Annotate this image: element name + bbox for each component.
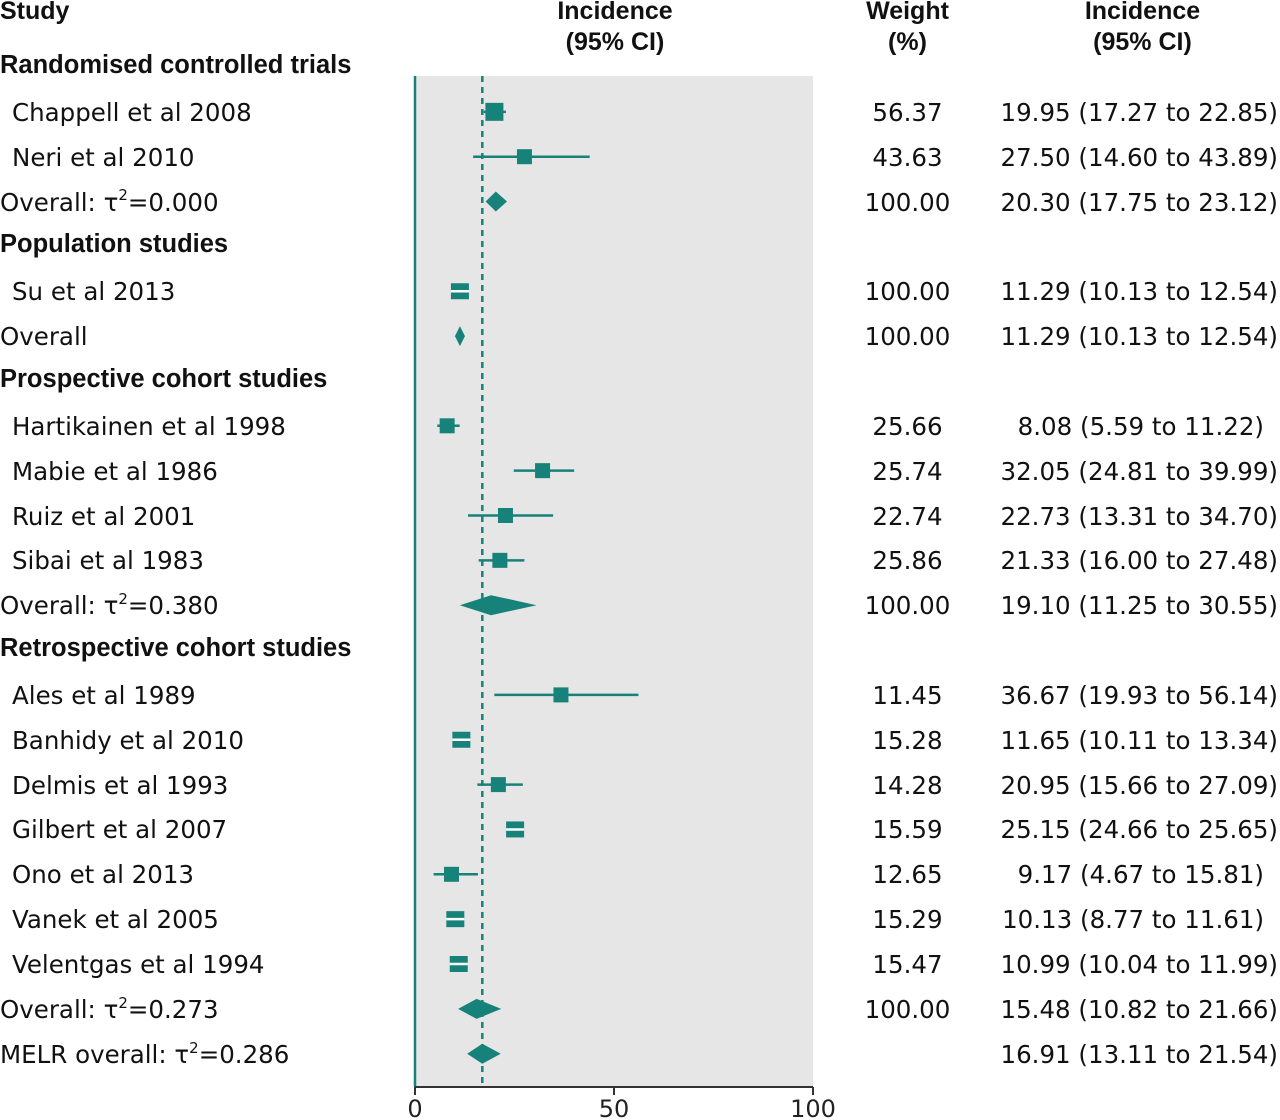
ci-value: 22.73 (13.31 to 34.70)	[1000, 501, 1279, 531]
weight-value: 15.59	[872, 815, 943, 845]
study-label: Ruiz et al 2001	[12, 501, 196, 531]
ci-value: 16.91 (13.11 to 21.54)	[1000, 1039, 1279, 1069]
weight-value: 25.66	[872, 411, 943, 441]
header-weight: Weight (%)	[866, 0, 949, 56]
x-tick-label: 0	[407, 1095, 422, 1120]
ci-value: 25.15 (24.66 to 25.65)	[1000, 815, 1279, 845]
weight-value: 100.00	[864, 277, 951, 307]
group-label: Prospective cohort studies	[0, 364, 328, 393]
study-label: Mabie et al 1986	[12, 456, 218, 486]
ci-value: 21.33 (16.00 to 27.48)	[1000, 546, 1279, 576]
weight-value: 25.74	[872, 456, 943, 486]
overall-label: Overall: τ2=0.273	[0, 993, 219, 1024]
header-incidence-plot: Incidence (95% CI)	[557, 0, 673, 56]
weight-value: 14.28	[872, 770, 943, 800]
weight-value: 15.28	[872, 725, 943, 755]
group-label: Randomised controlled trials	[0, 51, 352, 79]
estimate-box	[492, 552, 508, 568]
study-label: Velentgas et al 1994	[12, 950, 265, 979]
estimate-box	[490, 777, 506, 793]
overall-label: MELR overall: τ2=0.286	[0, 1038, 290, 1069]
overall-diamond	[454, 326, 465, 347]
ci-value: 19.95 (17.27 to 22.85)	[1000, 97, 1279, 127]
ci-value: 8.08 (5.59 to 11.22)	[1017, 411, 1264, 441]
ci-value: 11.65 (10.11 to 13.34)	[1000, 725, 1279, 755]
ci-value: 20.95 (15.66 to 27.09)	[1000, 770, 1279, 800]
overall-diamond	[459, 595, 537, 616]
study-label: Banhidy et al 2010	[12, 725, 244, 755]
estimate-box	[516, 149, 532, 165]
estimate-box	[553, 687, 569, 703]
study-label: Ales et al 1989	[12, 680, 196, 710]
overall-label: Overall: τ2=0.000	[0, 186, 219, 217]
x-tick-label: 50	[599, 1095, 630, 1120]
overall-diamond	[485, 191, 508, 212]
study-label: Chappell et al 2008	[12, 97, 252, 127]
study-label: Neri et al 2010	[12, 142, 195, 172]
ci-value: 36.67 (19.93 to 56.14)	[1000, 680, 1279, 710]
ci-value: 11.29 (10.13 to 12.54)	[1000, 277, 1279, 307]
weight-value: 100.00	[864, 322, 951, 352]
study-label: Su et al 2013	[12, 277, 176, 307]
ci-value: 9.17 (4.67 to 15.81)	[1017, 860, 1264, 890]
weight-value: 22.74	[872, 501, 943, 531]
header-study: Study	[0, 0, 70, 25]
overall-label: Overall	[0, 322, 88, 352]
ci-value: 11.29 (10.13 to 12.54)	[1000, 322, 1279, 352]
estimate-box	[439, 418, 455, 434]
weight-value: 25.86	[872, 546, 943, 576]
plot-panel	[415, 76, 813, 1087]
group-label: Retrospective cohort studies	[0, 634, 352, 663]
study-label: Delmis et al 1993	[12, 770, 229, 800]
group-label: Population studies	[0, 230, 229, 259]
weight-value: 15.29	[872, 905, 943, 935]
weight-value: 100.00	[864, 187, 951, 217]
overall-diamond	[458, 998, 502, 1019]
study-label: Vanek et al 2005	[12, 905, 219, 935]
ci-value: 10.99 (10.04 to 11.99)	[1000, 950, 1279, 979]
ci-value: 10.13 (8.77 to 11.61)	[1002, 905, 1264, 935]
study-label: Hartikainen et al 1998	[12, 411, 286, 441]
overall-diamond	[467, 1043, 501, 1064]
overall-label: Overall: τ2=0.380	[0, 590, 219, 621]
study-label: Sibai et al 1983	[12, 546, 204, 576]
ci-value: 27.50 (14.60 to 43.89)	[1000, 142, 1279, 172]
weight-value: 56.37	[872, 97, 943, 127]
estimate-box	[535, 463, 551, 479]
ci-value: 32.05 (24.81 to 39.99)	[1000, 456, 1279, 486]
study-label: Gilbert et al 2007	[12, 815, 228, 845]
x-tick-label: 100	[790, 1095, 836, 1120]
estimate-box	[497, 508, 513, 523]
ci-value: 15.48 (10.82 to 21.66)	[1000, 994, 1279, 1024]
weight-value: 15.47	[872, 950, 943, 979]
weight-value: 12.65	[872, 860, 943, 890]
weight-value: 43.63	[872, 142, 943, 172]
estimate-box	[485, 102, 504, 121]
header-incidence-ci: Incidence (95% CI)	[1084, 0, 1201, 56]
ci-value: 20.30 (17.75 to 23.12)	[1000, 187, 1279, 217]
ci-value: 19.10 (11.25 to 30.55)	[1000, 591, 1279, 621]
estimate-box	[443, 866, 459, 882]
study-label: Ono et al 2013	[12, 860, 195, 890]
weight-value: 100.00	[864, 591, 951, 621]
weight-value: 11.45	[872, 680, 943, 710]
weight-value: 100.00	[864, 994, 951, 1024]
